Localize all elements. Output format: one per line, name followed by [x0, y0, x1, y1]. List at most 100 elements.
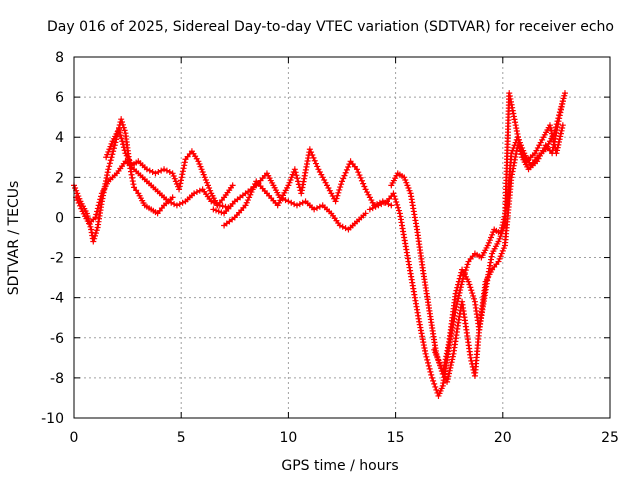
data-point-marker: [488, 234, 495, 241]
data-point-marker: [94, 205, 101, 212]
data-point-marker: [286, 179, 293, 186]
data-point-marker: [449, 356, 456, 363]
data-point-marker: [339, 178, 345, 185]
data-point-marker: [339, 223, 346, 230]
data-point-marker: [282, 197, 289, 204]
data-point-marker: [285, 198, 292, 205]
data-point-marker: [425, 362, 432, 369]
x-axis-label: GPS time / hours: [281, 458, 398, 474]
data-point-marker: [163, 167, 170, 174]
data-point-marker: [342, 169, 349, 176]
data-point-marker: [561, 92, 568, 99]
data-point-marker: [158, 167, 165, 174]
data-point-marker: [287, 177, 294, 184]
data-point-marker: [469, 290, 476, 297]
data-point-marker: [392, 196, 399, 203]
y-tick-label: 4: [55, 130, 64, 146]
data-point-marker: [77, 202, 84, 209]
data-point-marker: [433, 386, 440, 393]
data-point-marker: [129, 178, 136, 185]
data-point-marker: [314, 163, 321, 170]
data-point-marker: [299, 199, 306, 206]
data-point-marker: [497, 253, 504, 260]
data-point-marker: [87, 223, 94, 230]
data-point-marker: [559, 124, 566, 131]
y-tick-label: -8: [50, 371, 64, 387]
data-point-marker: [547, 124, 554, 131]
data-point-marker: [446, 367, 453, 374]
data-point-marker: [445, 373, 452, 380]
data-point-marker: [108, 140, 115, 147]
data-point-marker: [406, 187, 413, 194]
data-point-marker: [247, 191, 254, 198]
series-satellite-track-7: [388, 90, 566, 377]
data-point-marker: [208, 198, 215, 205]
data-point-marker: [292, 169, 299, 176]
data-point-marker: [341, 172, 348, 179]
data-point-marker: [434, 354, 441, 361]
data-point-marker: [165, 198, 172, 205]
data-point-marker: [468, 357, 475, 364]
data-point-marker: [213, 207, 220, 214]
data-point-marker: [467, 284, 474, 291]
data-point-marker: [98, 193, 105, 200]
data-point-marker: [388, 202, 395, 209]
data-point-marker: [166, 168, 173, 175]
data-point-marker: [173, 202, 180, 209]
data-point-marker: [116, 126, 123, 133]
data-point-marker: [496, 255, 503, 262]
data-point-marker: [219, 203, 226, 210]
data-point-marker: [296, 201, 303, 208]
data-point-marker: [357, 174, 364, 181]
data-point-marker: [200, 171, 207, 178]
data-point-marker: [425, 359, 432, 366]
y-tick-label: 2: [55, 170, 64, 186]
data-point-marker: [152, 170, 159, 177]
data-point-marker: [437, 362, 444, 369]
data-point-marker: [294, 175, 301, 182]
chart-title: Day 016 of 2025, Sidereal Day-to-day VTE…: [47, 19, 614, 35]
data-point-marker: [343, 166, 350, 173]
data-point-marker: [293, 202, 300, 209]
data-point-marker: [557, 133, 564, 140]
x-tick-label: 15: [387, 430, 405, 446]
data-point-marker: [177, 180, 184, 187]
data-point-marker: [176, 201, 183, 208]
data-point-marker: [395, 204, 402, 211]
data-point-marker: [229, 182, 236, 189]
axis-ticks: [73, 56, 611, 419]
data-point-marker: [495, 258, 502, 265]
data-point-marker: [485, 239, 492, 246]
data-point-marker: [149, 168, 156, 175]
data-point-marker: [308, 149, 315, 156]
y-tick-label: -10: [41, 411, 64, 427]
data-point-marker: [486, 237, 493, 244]
data-point-marker: [436, 360, 443, 367]
data-point-marker: [427, 368, 434, 375]
data-point-marker: [193, 189, 200, 196]
data-point-marker: [557, 130, 564, 137]
data-point-marker: [356, 172, 363, 179]
data-point-marker: [312, 160, 319, 167]
data-point-marker: [401, 174, 408, 181]
data-point-marker: [120, 144, 127, 151]
data-point-marker: [452, 290, 459, 297]
data-point-marker: [309, 151, 316, 158]
data-point-marker: [440, 370, 447, 377]
data-point-marker: [295, 178, 302, 185]
data-point-marker: [354, 166, 361, 173]
data-point-marker: [333, 195, 340, 202]
data-point-marker: [559, 122, 566, 129]
data-point-marker: [130, 181, 137, 188]
data-point-marker: [366, 206, 373, 213]
data-point-marker: [422, 350, 429, 357]
data-point-marker: [203, 179, 210, 186]
data-point-marker: [394, 201, 401, 208]
data-point-marker: [336, 186, 343, 193]
data-point-marker: [550, 139, 557, 146]
data-point-marker: [554, 144, 561, 151]
y-tick-label: 8: [55, 50, 64, 66]
data-point-marker: [133, 187, 140, 194]
x-tick-label: 10: [279, 430, 297, 446]
data-point-marker: [444, 376, 451, 383]
